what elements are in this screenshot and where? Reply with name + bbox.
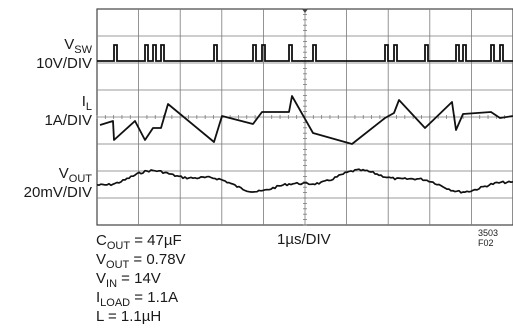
scope-traces [96, 44, 513, 194]
scope-grid [96, 8, 513, 226]
il-name: IL [81, 93, 92, 113]
vout-scale: 20mV/DIV [23, 184, 92, 201]
il-label: IL 1A/DIV [44, 93, 92, 129]
cond-cout: COUT = 47µF [96, 232, 182, 252]
figure-id: 3503 F02 [478, 228, 499, 248]
vsw-label: VSW 10V/DIV [36, 36, 92, 72]
cond-vin: VIN = 14V [96, 270, 161, 290]
il-scale: 1A/DIV [44, 112, 92, 129]
vsw-name: VSW [64, 36, 92, 56]
vout-name: VOUT [58, 165, 92, 185]
cond-vout: VOUT = 0.78V [96, 251, 186, 271]
timebase-label: 1µs/DIV [277, 231, 331, 248]
vout-trace [96, 168, 513, 194]
test-conditions: COUT = 47µF VOUT = 0.78V VIN = 14V ILOAD… [96, 232, 186, 327]
vout-label: VOUT 20mV/DIV [24, 165, 92, 201]
vsw-scale: 10V/DIV [36, 55, 92, 72]
cond-iload: ILOAD = 1.1A [96, 289, 179, 309]
vsw-trace [97, 44, 513, 62]
il-trace [99, 95, 513, 145]
trigger-marker [302, 9, 308, 13]
cond-l: L = 1.1µH [96, 308, 162, 325]
